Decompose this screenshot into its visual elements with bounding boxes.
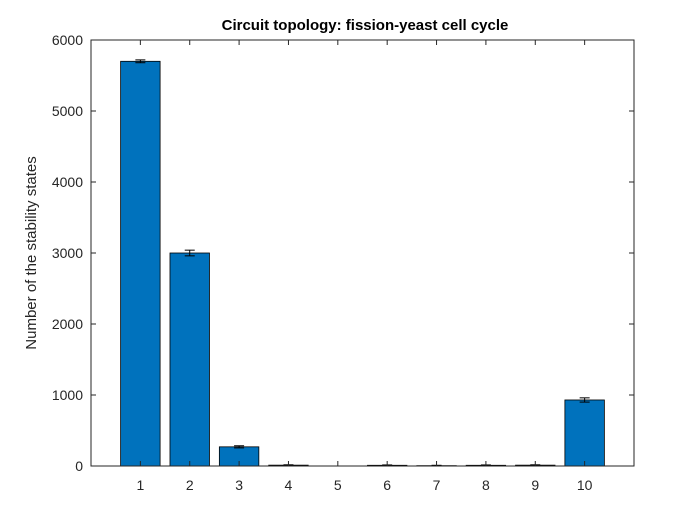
y-tick-label: 2000 — [52, 316, 83, 332]
error-bar-2 — [184, 249, 195, 257]
x-tick-label: 6 — [383, 477, 391, 493]
x-tick-label: 8 — [482, 477, 490, 493]
x-tick-label: 4 — [285, 477, 293, 493]
error-bar-1 — [135, 59, 146, 64]
x-tick-label: 1 — [136, 477, 144, 493]
tick-labels: 0 1000 2000 3000 4000 5000 6000 1 2 3 4 5 6 7 8 9 10 — [52, 32, 593, 493]
error-bar-3 — [234, 445, 245, 449]
axes — [90, 39, 635, 467]
y-tick-label: 1000 — [52, 387, 83, 403]
y-tick-label: 6000 — [52, 32, 83, 48]
x-tick-label: 2 — [186, 477, 194, 493]
y-tick-label: 5000 — [52, 103, 83, 119]
bar-2 — [169, 252, 210, 467]
x-tick-label: 10 — [577, 477, 593, 493]
y-tick-label: 3000 — [52, 245, 83, 261]
y-tick-label: 4000 — [52, 174, 83, 190]
chart-title: Circuit topology: fission-yeast cell cyc… — [222, 17, 509, 34]
x-tick-label: 9 — [531, 477, 539, 493]
x-tick-label: 7 — [433, 477, 441, 493]
x-tick-label: 5 — [334, 477, 342, 493]
error-bar-10 — [579, 397, 590, 403]
x-tick-label: 3 — [235, 477, 243, 493]
bars-layer — [120, 60, 605, 467]
bar-10 — [564, 399, 605, 467]
y-axis-label: Number of the stability states — [23, 156, 40, 349]
y-tick-label: 0 — [75, 458, 83, 474]
bar-1 — [120, 60, 161, 467]
